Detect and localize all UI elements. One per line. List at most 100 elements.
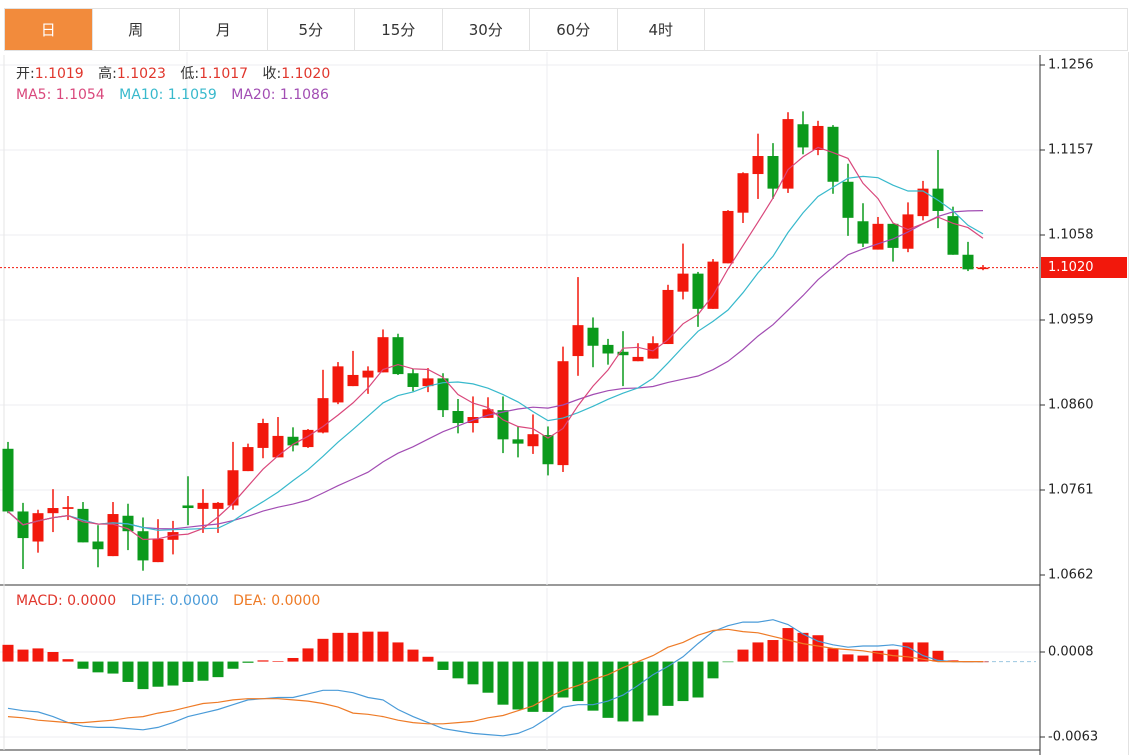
macd-bar — [827, 648, 839, 662]
macd-bar — [347, 632, 359, 662]
tab-5min[interactable]: 5分 — [268, 9, 355, 50]
macd-bar — [227, 661, 239, 669]
timeframe-tabs: 日 周 月 5分 15分 30分 60分 4时 — [4, 8, 1128, 51]
macd-bar — [122, 661, 134, 682]
price-tick: 1.0761 — [1048, 482, 1094, 498]
macd-bar — [812, 635, 824, 662]
ma10-value: MA10: 1.1059 — [119, 87, 217, 103]
macd-bar — [917, 642, 929, 662]
candle-body — [752, 156, 764, 175]
macd-bar — [377, 631, 389, 662]
tab-week[interactable]: 周 — [93, 9, 180, 50]
ma10-line — [7, 175, 984, 531]
low-label: 低: — [180, 66, 200, 82]
macd-bar — [557, 661, 569, 698]
candle-body — [62, 507, 74, 509]
candle-body — [692, 273, 704, 309]
macd-bar — [467, 661, 479, 685]
macd-bar — [707, 661, 719, 679]
candle-body — [407, 373, 419, 387]
candle-body — [392, 337, 404, 375]
macd-bar — [287, 657, 299, 662]
candle-body — [2, 448, 14, 512]
candle-body — [92, 541, 104, 550]
tab-15min[interactable]: 15分 — [355, 9, 443, 50]
candle-body — [257, 423, 269, 448]
open-label: 开: — [16, 66, 35, 82]
candle-body — [707, 261, 719, 309]
macd-bar — [242, 661, 254, 663]
macd-bar — [47, 652, 59, 662]
macd-bar — [662, 661, 674, 706]
ma20-line — [7, 210, 984, 530]
candle-body — [737, 173, 749, 213]
price-tick: 1.1157 — [1048, 142, 1094, 158]
candle-body — [527, 434, 539, 447]
macd-bar — [572, 661, 584, 702]
macd-bar — [842, 654, 854, 662]
macd-bar — [182, 661, 194, 682]
macd-bar — [497, 661, 509, 705]
current-price-tag: 1.1020 — [1041, 257, 1127, 278]
price-tick: 1.0662 — [1048, 567, 1094, 583]
tab-month[interactable]: 月 — [180, 9, 268, 50]
macd-bar — [197, 661, 209, 681]
candle-body — [32, 513, 44, 542]
macd-bar — [452, 661, 464, 679]
candle-body — [542, 435, 554, 465]
candle-body — [482, 409, 494, 418]
candle-body — [887, 223, 899, 248]
macd-bar — [677, 661, 689, 702]
candle-body — [767, 156, 779, 189]
tabs-filler — [705, 9, 1128, 50]
tab-60min[interactable]: 60分 — [530, 9, 618, 50]
candle-body — [797, 124, 809, 148]
candle-body — [857, 221, 869, 244]
ma20-value: MA20: 1.1086 — [231, 87, 329, 103]
macd-bar — [647, 661, 659, 716]
dea-line — [7, 628, 983, 725]
macd-bar — [92, 661, 104, 673]
close-value: 1.1020 — [281, 66, 331, 82]
macd-bar — [752, 642, 764, 662]
macd-bar — [512, 661, 524, 710]
candle-body — [422, 378, 434, 387]
tab-day[interactable]: 日 — [5, 9, 93, 50]
macd-bar — [422, 656, 434, 662]
macd-bar — [77, 661, 89, 669]
right-border — [1128, 52, 1129, 755]
tab-30min[interactable]: 30分 — [443, 9, 530, 50]
high-label: 高: — [98, 66, 117, 82]
ma5-line — [7, 146, 984, 541]
macd-bar — [782, 628, 794, 662]
ma5-value: MA5: 1.1054 — [16, 87, 105, 103]
high-value: 1.1023 — [116, 66, 166, 82]
candle-body — [332, 366, 344, 403]
macd-bar — [932, 650, 944, 662]
macd-bar — [722, 661, 734, 663]
candle-body — [557, 361, 569, 466]
tab-4hour[interactable]: 4时 — [618, 9, 705, 50]
macd-bar — [317, 638, 329, 662]
macd-bar — [107, 661, 119, 674]
macd-bar — [2, 644, 14, 662]
macd-bar — [797, 632, 809, 662]
macd-bar — [737, 649, 749, 662]
candle-body — [77, 508, 89, 543]
candle-body — [872, 223, 884, 250]
macd-legend: MACD: 0.0000 DIFF: 0.0000 DEA: 0.0000 — [16, 593, 330, 609]
candle-body — [182, 505, 194, 509]
candle-body — [317, 398, 329, 433]
open-value: 1.1019 — [34, 66, 84, 82]
candle-body — [602, 344, 614, 354]
candle-body — [347, 374, 359, 387]
macd-bar — [17, 649, 29, 662]
price-tick: 1.1256 — [1048, 57, 1094, 73]
candle-body — [512, 439, 524, 444]
macd-bar — [437, 661, 449, 670]
low-value: 1.1017 — [199, 66, 249, 82]
macd-bar — [137, 661, 149, 690]
candle-body — [212, 502, 224, 509]
macd-bar — [392, 642, 404, 662]
